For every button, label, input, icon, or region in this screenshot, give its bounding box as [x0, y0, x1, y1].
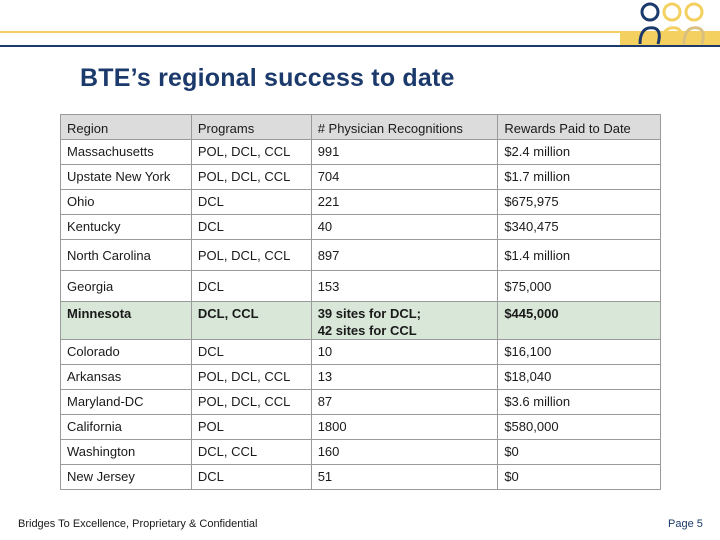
- regional-success-table: Region Programs # Physician Recognitions…: [60, 114, 661, 490]
- recognitions-cell: 51: [310, 464, 499, 490]
- table-row: Colorado DCL 10 $16,100: [60, 339, 661, 365]
- table-header-row: Region Programs # Physician Recognitions…: [60, 114, 661, 140]
- programs-cell: DCL, CCL: [190, 301, 312, 340]
- recognitions-cell: 1800: [310, 414, 499, 440]
- rewards-cell: $1.4 million: [497, 239, 661, 271]
- region-cell: Massachusetts: [60, 139, 192, 165]
- programs-cell: DCL: [190, 270, 312, 302]
- recognitions-line: 42 sites for CCL: [317, 323, 417, 338]
- page-number: Page 5: [668, 518, 703, 530]
- table-row: New Jersey DCL 51 $0: [60, 464, 661, 490]
- region-cell: Arkansas: [60, 364, 192, 390]
- region-cell: Minnesota: [60, 301, 192, 340]
- rewards-cell: $75,000: [497, 270, 661, 302]
- table-row: Upstate New York POL, DCL, CCL 704 $1.7 …: [60, 164, 661, 190]
- region-cell: Georgia: [60, 270, 192, 302]
- page-title: BTE’s regional success to date: [80, 64, 455, 92]
- programs-cell: POL, DCL, CCL: [190, 164, 312, 190]
- recognitions-cell: 10: [310, 339, 499, 365]
- column-header-programs: Programs: [190, 114, 312, 140]
- table-row-highlighted: Minnesota DCL, CCL 39 sites for DCL; 42 …: [60, 301, 661, 340]
- programs-cell: POL, DCL, CCL: [190, 139, 312, 165]
- programs-cell: DCL: [190, 189, 312, 215]
- table-row: North Carolina POL, DCL, CCL 897 $1.4 mi…: [60, 239, 661, 271]
- rewards-cell: $580,000: [497, 414, 661, 440]
- table-row: Washington DCL, CCL 160 $0: [60, 439, 661, 465]
- rewards-cell: $3.6 million: [497, 389, 661, 415]
- rewards-cell: $340,475: [497, 214, 661, 240]
- rewards-cell: $2.4 million: [497, 139, 661, 165]
- recognitions-cell: 704: [310, 164, 499, 190]
- recognitions-cell: 221: [310, 189, 499, 215]
- region-cell: Maryland-DC: [60, 389, 192, 415]
- region-cell: California: [60, 414, 192, 440]
- table-row: Maryland-DC POL, DCL, CCL 87 $3.6 millio…: [60, 389, 661, 415]
- column-header-region: Region: [60, 114, 192, 140]
- region-cell: Ohio: [60, 189, 192, 215]
- column-header-rewards: Rewards Paid to Date: [497, 114, 661, 140]
- table-row: Ohio DCL 221 $675,975: [60, 189, 661, 215]
- region-cell: North Carolina: [60, 239, 192, 271]
- recognitions-cell: 153: [310, 270, 499, 302]
- recognitions-cell: 87: [310, 389, 499, 415]
- region-cell: Colorado: [60, 339, 192, 365]
- recognitions-cell: 897: [310, 239, 499, 271]
- programs-cell: DCL: [190, 339, 312, 365]
- programs-cell: POL: [190, 414, 312, 440]
- programs-cell: POL, DCL, CCL: [190, 389, 312, 415]
- footer-confidential-text: Bridges To Excellence, Proprietary & Con…: [18, 518, 258, 530]
- region-cell: Washington: [60, 439, 192, 465]
- recognitions-cell: 40: [310, 214, 499, 240]
- recognitions-cell: 39 sites for DCL; 42 sites for CCL: [310, 301, 499, 340]
- region-cell: Upstate New York: [60, 164, 192, 190]
- rewards-cell: $675,975: [497, 189, 661, 215]
- programs-cell: DCL, CCL: [190, 439, 312, 465]
- table-row: Kentucky DCL 40 $340,475: [60, 214, 661, 240]
- rewards-cell: $16,100: [497, 339, 661, 365]
- programs-cell: POL, DCL, CCL: [190, 364, 312, 390]
- people-circles-logo-icon: [638, 2, 705, 45]
- recognitions-cell: 991: [310, 139, 499, 165]
- recognitions-cell: 13: [310, 364, 499, 390]
- top-banner-rule: [0, 45, 720, 47]
- programs-cell: DCL: [190, 464, 312, 490]
- top-banner-inner: [0, 33, 620, 45]
- recognitions-cell: 160: [310, 439, 499, 465]
- rewards-cell: $1.7 million: [497, 164, 661, 190]
- table-row: California POL 1800 $580,000: [60, 414, 661, 440]
- rewards-cell: $18,040: [497, 364, 661, 390]
- table-row: Georgia DCL 153 $75,000: [60, 270, 661, 302]
- recognitions-line: 39 sites for DCL;: [317, 306, 421, 321]
- rewards-cell: $445,000: [497, 301, 661, 340]
- table-row: Arkansas POL, DCL, CCL 13 $18,040: [60, 364, 661, 390]
- rewards-cell: $0: [497, 464, 661, 490]
- programs-cell: DCL: [190, 214, 312, 240]
- table-row: Massachusetts POL, DCL, CCL 991 $2.4 mil…: [60, 139, 661, 165]
- column-header-recognitions: # Physician Recognitions: [310, 114, 499, 140]
- rewards-cell: $0: [497, 439, 661, 465]
- programs-cell: POL, DCL, CCL: [190, 239, 312, 271]
- region-cell: Kentucky: [60, 214, 192, 240]
- region-cell: New Jersey: [60, 464, 192, 490]
